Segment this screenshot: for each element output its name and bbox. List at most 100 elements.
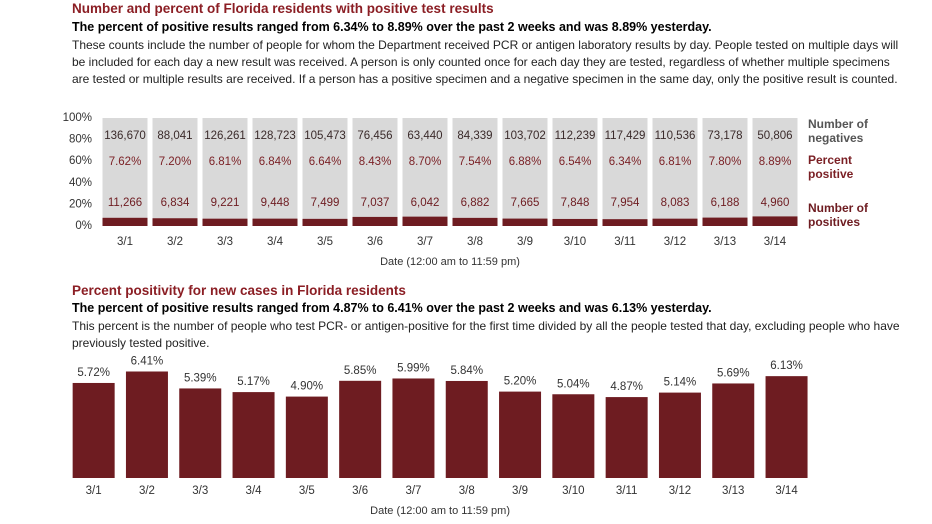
legend-entry: Percent positive — [808, 153, 854, 181]
data-label: 5.17% — [237, 376, 270, 388]
bar-segment — [402, 216, 448, 226]
chart-title: Percent positivity for new cases in Flor… — [72, 283, 406, 298]
data-label: 6.81% — [659, 156, 692, 168]
data-label: 7,954 — [611, 197, 640, 209]
x-tick-label: 3/4 — [246, 485, 263, 497]
x-axis-label: Date (12:00 am to 11:59 pm) — [380, 256, 520, 268]
x-tick-label: 3/3 — [192, 485, 208, 497]
data-label: 9,221 — [211, 197, 240, 209]
x-tick-label: 3/11 — [614, 236, 636, 248]
bar-segment — [402, 118, 448, 217]
x-tick-label: 3/5 — [317, 236, 333, 248]
bar — [658, 392, 701, 478]
data-label: 6.64% — [309, 156, 342, 168]
data-label: 5.99% — [397, 363, 430, 375]
data-label: 103,702 — [504, 130, 546, 142]
data-label: 112,239 — [555, 130, 596, 142]
bar — [712, 383, 755, 478]
bar-segment — [202, 218, 248, 226]
data-label: 6.41% — [131, 356, 164, 368]
bar — [499, 391, 542, 478]
x-tick-label: 3/12 — [664, 236, 686, 248]
bar — [125, 371, 168, 478]
bar — [392, 378, 435, 478]
data-label: 5.72% — [77, 367, 110, 379]
bar-segment — [102, 217, 148, 226]
data-label: 7,037 — [361, 197, 390, 209]
bar-segment — [502, 118, 548, 219]
data-label: 126,261 — [204, 130, 246, 142]
x-tick-label: 3/14 — [775, 485, 798, 497]
bar-segment — [452, 118, 498, 218]
x-tick-label: 3/13 — [714, 236, 736, 248]
x-tick-label: 3/1 — [86, 485, 102, 497]
data-label: 5.85% — [344, 365, 377, 377]
data-label: 5.14% — [664, 377, 697, 389]
data-label: 117,429 — [605, 130, 646, 142]
data-label: 76,456 — [357, 130, 392, 142]
data-label: 6.88% — [509, 156, 542, 168]
chart-description: This percent is the number of people who… — [72, 319, 900, 350]
bar-segment — [752, 216, 798, 226]
bar-segment — [502, 218, 548, 226]
data-label: 5.39% — [184, 372, 217, 384]
bar — [339, 380, 382, 478]
data-label: 84,339 — [457, 130, 492, 142]
data-label: 6.54% — [559, 156, 592, 168]
data-label: 7,665 — [511, 197, 540, 209]
bar-segment — [252, 218, 298, 226]
bar-segment — [452, 217, 498, 226]
data-label: 9,448 — [261, 197, 290, 209]
bar-segment — [602, 219, 648, 226]
bar-segment — [552, 118, 598, 219]
x-tick-label: 3/5 — [299, 485, 315, 497]
data-label: 8.70% — [409, 156, 442, 168]
y-tick-label: 60% — [69, 155, 92, 167]
data-label: 7.54% — [459, 156, 492, 168]
y-tick-label: 40% — [69, 177, 92, 189]
x-tick-label: 3/11 — [616, 485, 638, 497]
data-label: 6,042 — [411, 197, 440, 209]
data-label: 5.69% — [717, 367, 750, 379]
data-label: 50,806 — [757, 130, 792, 142]
data-label: 6,834 — [161, 197, 190, 209]
data-label: 6,882 — [461, 197, 490, 209]
bar-segment — [252, 118, 298, 219]
data-label: 6.84% — [259, 156, 292, 168]
bar — [765, 376, 808, 478]
data-label: 136,670 — [104, 130, 146, 142]
data-label: 4,960 — [761, 197, 790, 209]
y-tick-label: 80% — [69, 134, 92, 146]
data-label: 7.80% — [709, 156, 742, 168]
y-tick-label: 20% — [69, 198, 92, 210]
x-tick-label: 3/2 — [167, 236, 183, 248]
bar — [232, 392, 275, 478]
bar — [445, 380, 488, 478]
x-tick-label: 3/10 — [562, 485, 584, 497]
data-label: 88,041 — [157, 130, 192, 142]
bar-segment — [702, 118, 748, 218]
x-tick-label: 3/13 — [722, 485, 744, 497]
x-tick-label: 3/8 — [459, 485, 475, 497]
bar-segment — [302, 218, 348, 226]
bar-segment — [102, 118, 148, 218]
data-label: 7,499 — [311, 197, 340, 209]
data-label: 63,440 — [407, 130, 442, 142]
x-tick-label: 3/8 — [467, 236, 483, 248]
data-label: 5.04% — [557, 378, 590, 390]
data-label: 6.81% — [209, 156, 242, 168]
chart-title: Number and percent of Florida residents … — [72, 1, 494, 16]
bar-segment — [352, 216, 398, 226]
chart-subtitle: The percent of positive results ranged f… — [72, 20, 712, 34]
x-tick-label: 3/9 — [512, 485, 528, 497]
bar-segment — [702, 217, 748, 226]
data-label: 5.20% — [504, 376, 537, 388]
x-tick-label: 3/1 — [117, 236, 133, 248]
chart-description: These counts include the number of peopl… — [72, 38, 899, 86]
data-label: 128,723 — [254, 130, 296, 142]
bar-segment — [152, 218, 198, 226]
legend-entry: Number of positives — [808, 201, 868, 229]
x-tick-label: 3/6 — [352, 485, 368, 497]
data-label: 6.34% — [609, 156, 642, 168]
